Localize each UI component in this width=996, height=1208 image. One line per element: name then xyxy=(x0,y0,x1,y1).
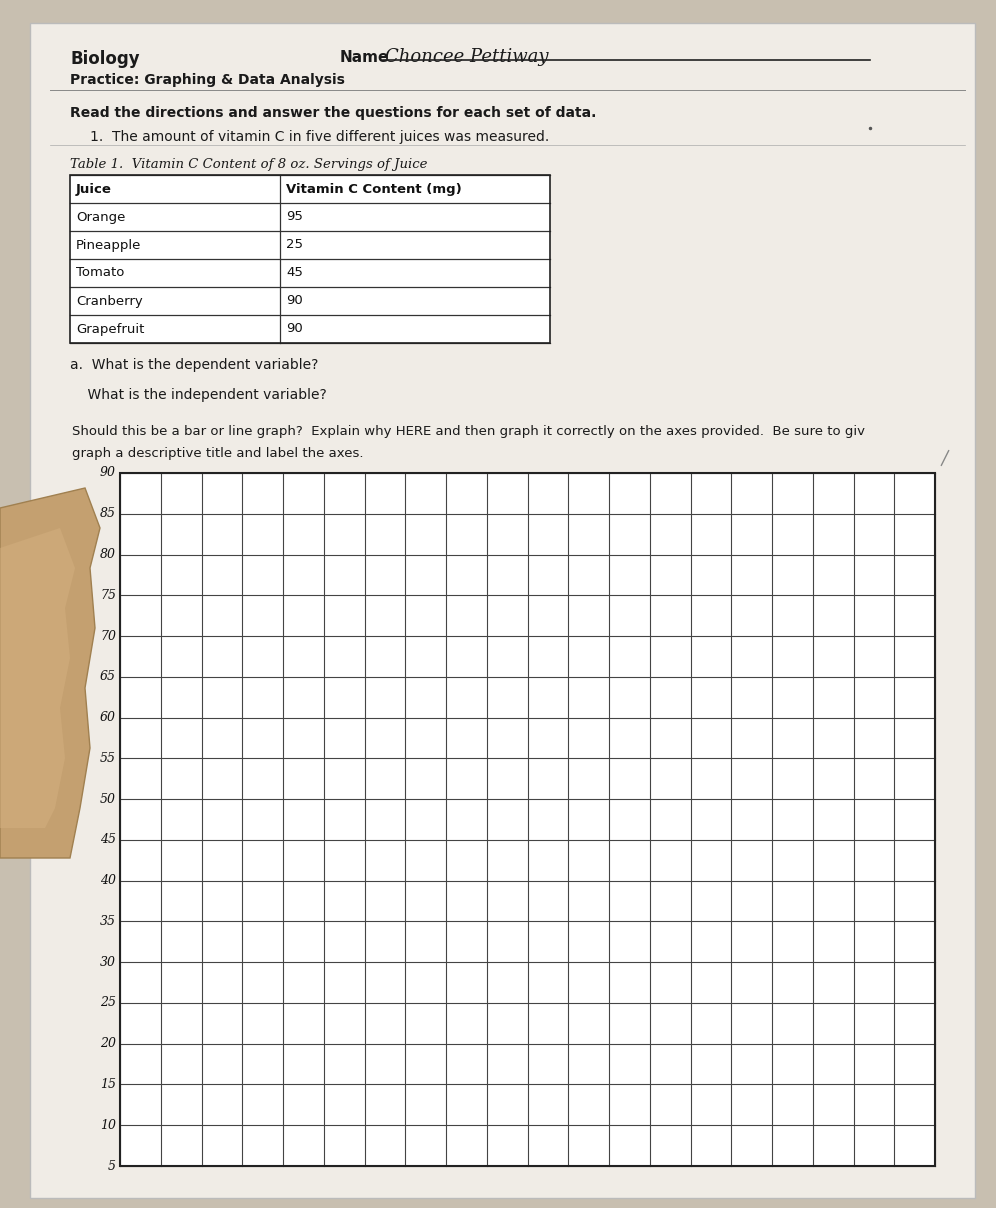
Polygon shape xyxy=(0,528,75,827)
Text: graph a descriptive title and label the axes.: graph a descriptive title and label the … xyxy=(55,447,364,460)
Text: 20: 20 xyxy=(100,1038,116,1050)
Text: 60: 60 xyxy=(100,712,116,724)
Bar xyxy=(70,175,550,343)
Text: Pineapple: Pineapple xyxy=(76,238,141,251)
Text: Cranberry: Cranberry xyxy=(76,295,142,308)
Text: 30: 30 xyxy=(100,956,116,969)
Text: 90: 90 xyxy=(286,295,303,308)
Text: 15: 15 xyxy=(100,1078,116,1091)
Text: What is the independent variable?: What is the independent variable? xyxy=(70,388,327,402)
Text: 95: 95 xyxy=(286,210,303,223)
Text: 90: 90 xyxy=(100,466,116,480)
Text: Tomato: Tomato xyxy=(76,267,124,279)
Text: 50: 50 xyxy=(100,792,116,806)
Text: 90: 90 xyxy=(286,323,303,336)
Bar xyxy=(120,474,935,1166)
Text: 45: 45 xyxy=(286,267,303,279)
Text: Choncee Pettiway: Choncee Pettiway xyxy=(385,48,549,66)
Text: 40: 40 xyxy=(100,875,116,887)
Bar xyxy=(120,474,935,1166)
Text: Grapefruit: Grapefruit xyxy=(76,323,144,336)
Text: Vitamin C Content (mg): Vitamin C Content (mg) xyxy=(286,182,462,196)
Text: Biology: Biology xyxy=(70,50,139,68)
Text: Name: Name xyxy=(340,50,389,65)
Text: Should this be a bar or line graph?  Explain why HERE and then graph it correctl: Should this be a bar or line graph? Expl… xyxy=(55,425,865,439)
Text: a.  What is the dependent variable?: a. What is the dependent variable? xyxy=(70,358,319,372)
Text: 35: 35 xyxy=(100,914,116,928)
Text: 75: 75 xyxy=(100,588,116,602)
Text: 1.  The amount of vitamin C in five different juices was measured.: 1. The amount of vitamin C in five diffe… xyxy=(90,130,549,144)
Text: 25: 25 xyxy=(286,238,303,251)
Text: 5: 5 xyxy=(108,1160,116,1173)
Text: 45: 45 xyxy=(100,834,116,847)
Text: 55: 55 xyxy=(100,751,116,765)
Text: 65: 65 xyxy=(100,670,116,684)
Text: 70: 70 xyxy=(100,629,116,643)
Text: Juice: Juice xyxy=(76,182,112,196)
Text: Orange: Orange xyxy=(76,210,125,223)
Text: Read the directions and answer the questions for each set of data.: Read the directions and answer the quest… xyxy=(70,106,597,120)
Bar xyxy=(70,175,550,343)
Text: 80: 80 xyxy=(100,548,116,561)
Text: 10: 10 xyxy=(100,1119,116,1132)
Text: Table 1.  Vitamin C Content of 8 oz. Servings of Juice: Table 1. Vitamin C Content of 8 oz. Serv… xyxy=(70,158,427,172)
Text: 85: 85 xyxy=(100,507,116,521)
Polygon shape xyxy=(0,488,100,858)
Text: Practice: Graphing & Data Analysis: Practice: Graphing & Data Analysis xyxy=(70,72,345,87)
Text: 25: 25 xyxy=(100,997,116,1010)
